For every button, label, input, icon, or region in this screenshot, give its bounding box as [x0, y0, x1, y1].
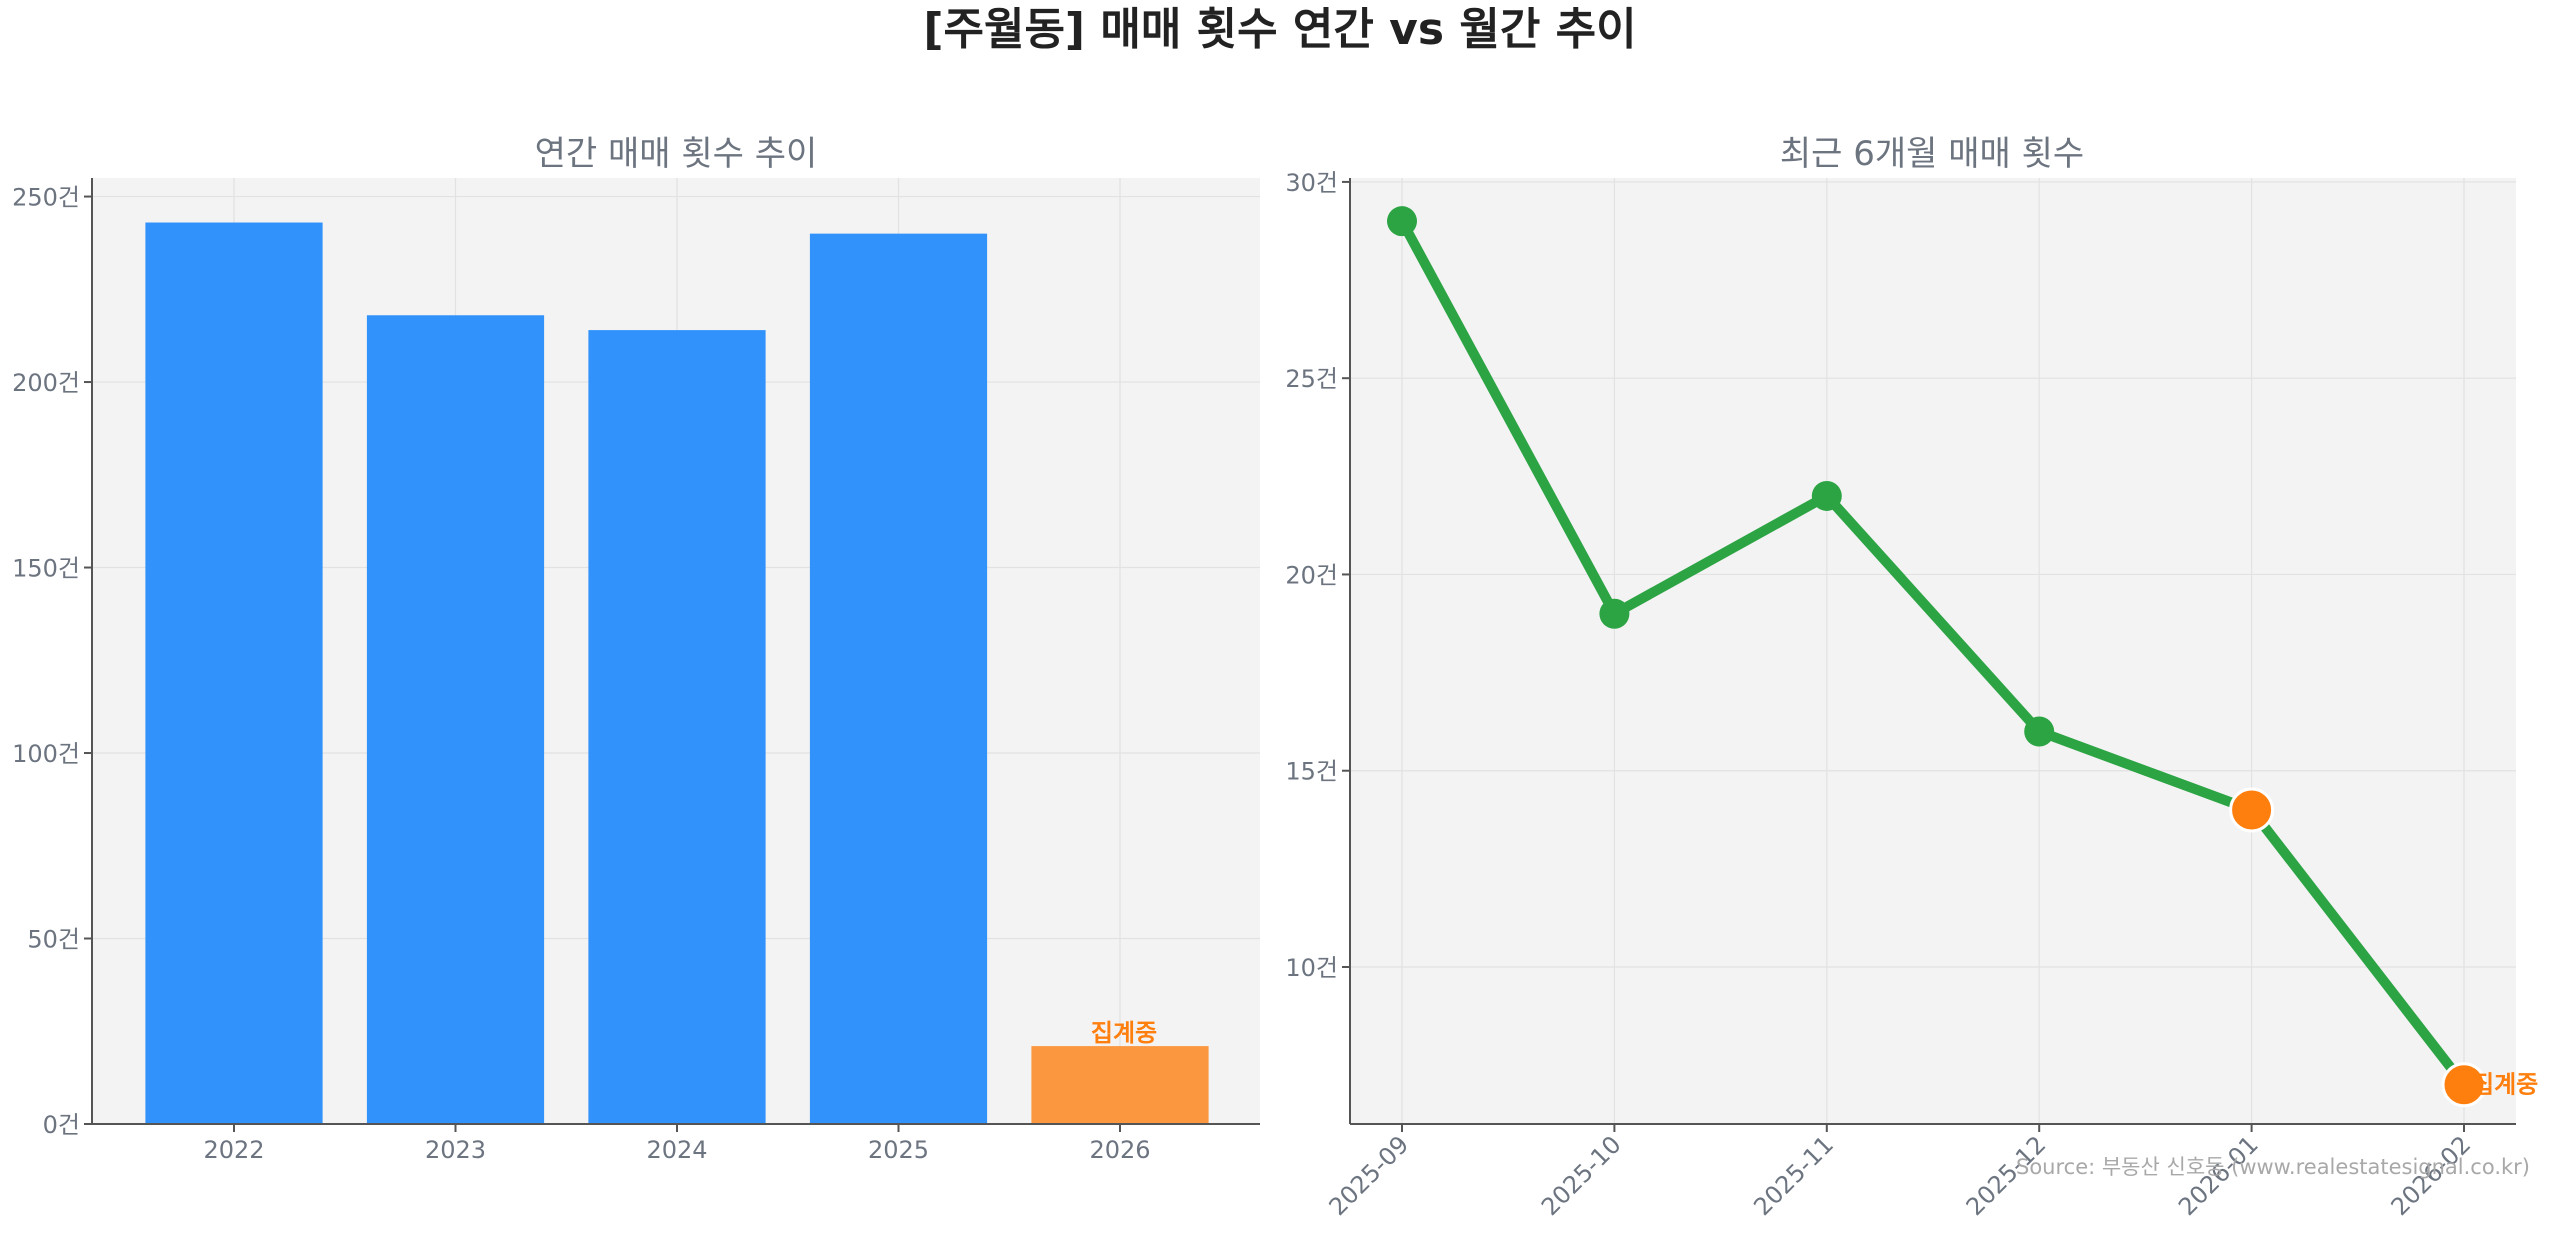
- bar-2025: [809, 233, 988, 1124]
- monthly-y-tick-label: 15건: [1285, 758, 1338, 786]
- monthly-y-tick-label: 30건: [1285, 169, 1338, 197]
- annual-x-tick-label: 2024: [646, 1136, 707, 1164]
- monthly-line-chart: 최근 6개월 매매 횟수 집계중 10건 15건 20건 25건 30건 2025-09 2…: [1285, 134, 2538, 1221]
- monthly-trend-line: [1397, 216, 2469, 1090]
- point-2026-02: [2441, 1062, 2487, 1108]
- figure-title: [주월동] 매매 횟수 연간 vs 월간 추이: [923, 4, 1636, 55]
- annual-bar-chart: 연간 매매 횟수 추이 집계중 0건 50건 100건 150건 200건 250건 202…: [12, 134, 1260, 1164]
- point-2026-01: [2229, 787, 2275, 833]
- point-2025-09: [1387, 206, 1417, 237]
- annual-y-tick-label: 50건: [27, 926, 80, 954]
- annual-x-tick-label: 2023: [425, 1136, 486, 1164]
- point-2025-11: [1811, 480, 1842, 511]
- point-2025-10: [1599, 598, 1630, 629]
- bar-2022: [145, 222, 323, 1125]
- annual-y-tick-label: 250건: [12, 184, 80, 212]
- monthly-x-tick-label: 2025-09: [1324, 1130, 1415, 1221]
- annual-x-tick-label: 2025: [868, 1136, 929, 1164]
- point-2025-12: [2024, 716, 2055, 747]
- source-note: Source: 부동산 신호등 (www.realestatesignal.co…: [2016, 1155, 2530, 1179]
- monthly-plot-area: [1350, 178, 2516, 1124]
- annual-y-tick-label: 150건: [12, 555, 80, 583]
- bar-2024: [588, 330, 766, 1125]
- monthly-y-tick-label: 20건: [1285, 561, 1338, 589]
- monthly-x-tick-label: 2025-10: [1536, 1130, 1627, 1221]
- annual-y-tick-label: 0건: [43, 1111, 80, 1139]
- annual-chart-title: 연간 매매 횟수 추이: [535, 134, 818, 174]
- annual-y-tick-label: 100건: [12, 740, 80, 768]
- annual-y-tick-label: 200건: [12, 369, 80, 397]
- monthly-y-tick-label: 25건: [1285, 365, 1338, 393]
- bar-2023: [366, 315, 545, 1124]
- annual-x-tick-label: 2022: [203, 1136, 264, 1164]
- monthly-x-tick-label: 2025-11: [1748, 1130, 1839, 1221]
- monthly-y-tick-label: 10건: [1285, 954, 1338, 982]
- point-partial-label: 집계중: [2472, 1071, 2538, 1099]
- annual-x-tick-label: 2026: [1089, 1136, 1150, 1164]
- bar-partial-label: 집계중: [1091, 1019, 1157, 1047]
- monthly-chart-title: 최근 6개월 매매 횟수: [1780, 134, 2084, 174]
- bar-2026: [1031, 1046, 1209, 1124]
